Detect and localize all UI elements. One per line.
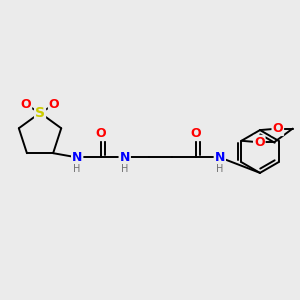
Text: O: O: [191, 127, 201, 140]
Text: O: O: [254, 136, 265, 149]
Text: N: N: [119, 151, 130, 164]
Text: O: O: [96, 127, 106, 140]
Text: H: H: [121, 164, 128, 174]
Text: O: O: [49, 98, 59, 111]
Text: H: H: [74, 164, 81, 174]
Text: N: N: [72, 151, 83, 164]
Text: O: O: [272, 122, 283, 135]
Text: N: N: [215, 151, 225, 164]
Text: S: S: [35, 106, 45, 120]
Text: H: H: [216, 164, 224, 174]
Text: O: O: [21, 98, 31, 111]
